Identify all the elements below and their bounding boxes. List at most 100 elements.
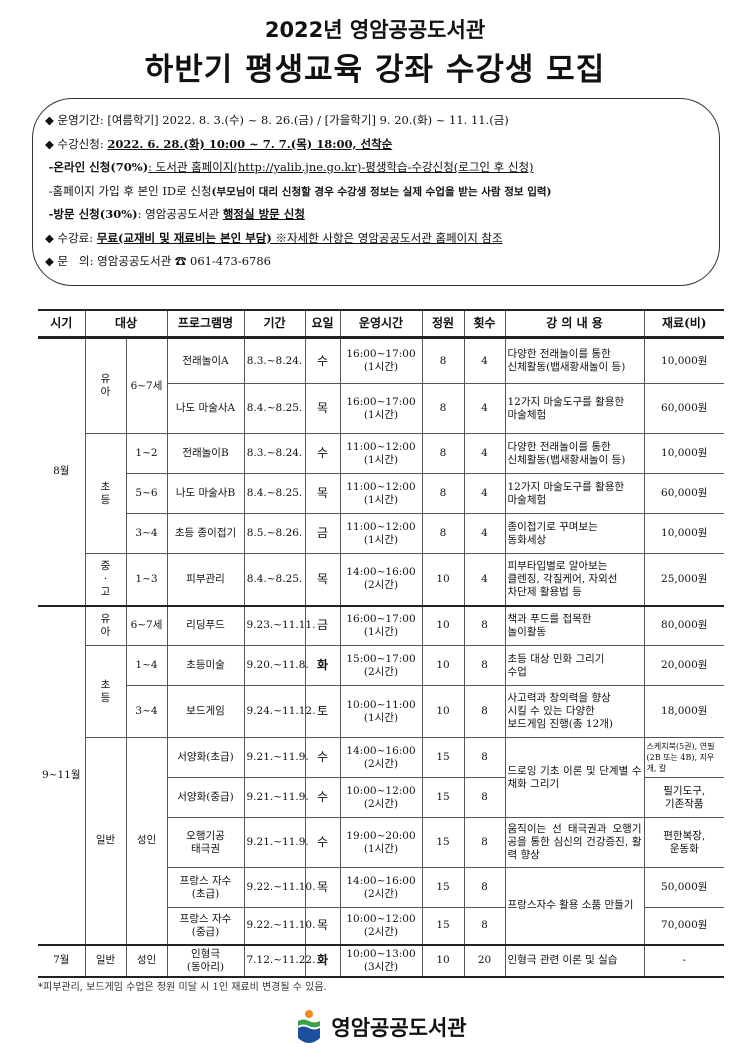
info-contact: ◆ 문 의: 영암공공도서관 ☎ 061-473-6786 — [45, 254, 271, 268]
target-seongin: 성인 — [125, 737, 168, 945]
grade-cell: 6~7세 — [125, 604, 168, 646]
time-cell: 16:00~17:00 (1시간) — [339, 604, 423, 646]
material-fee-cell: 필기도구, 기존작품 — [643, 777, 724, 818]
description-cell: 12가지 마술도구를 활용한 마술체험 — [504, 383, 645, 434]
capacity-cell: 10 — [421, 604, 465, 646]
sessions-cell: 8 — [463, 685, 506, 738]
program-name: 프랑스 자수 (중급) — [167, 907, 245, 945]
table-row: 9~11월 유 아 6~7세 리딩푸드 9.23.~11.11. 금 16:00~17:00… — [38, 604, 724, 945]
info-online: -온라인 신청(70%): 도서관 홈페이지(http://yalib.jne.… — [48, 160, 534, 174]
time-cell: 15:00~17:00 (2시간) — [339, 645, 423, 686]
info-period: ◆ 운영기간: [여름학기] 2022. 8. 3.(수) ~ 8. 26.(금… — [45, 113, 509, 127]
sessions-cell: 8 — [463, 737, 506, 778]
library-logo-text: 영암공공도서관 — [331, 1015, 467, 1040]
capacity-cell: 15 — [421, 777, 465, 818]
period-cell: 9.22.~11.10. — [243, 867, 315, 908]
description-cell: 책과 푸드를 접목한 놀이활동 — [504, 604, 645, 646]
period-cell: 8.3.~8.24. — [243, 337, 306, 384]
period-cell: 9.20.~11.8. — [243, 645, 309, 686]
capacity-cell: 15 — [421, 737, 465, 778]
sessions-cell: 4 — [463, 473, 506, 514]
program-name: 초등 종이접기 — [166, 513, 245, 554]
info-visit: -방문 신청(30%): 영암공공도서관 행정실 방문 신청 — [48, 207, 305, 221]
capacity-cell: 10 — [421, 553, 465, 606]
description-cell: 인형극 관련 이론 및 실습 — [504, 943, 645, 978]
material-fee-cell: 편한복장, 운동화 — [643, 817, 724, 868]
sessions-cell: 4 — [463, 513, 506, 554]
capacity-cell: 15 — [421, 817, 465, 868]
material-fee-cell: 10,000원 — [643, 513, 724, 554]
material-fee-cell: 10,000원 — [643, 433, 724, 474]
description-cell: 사고력과 창의력을 향상 시킬 수 있는 다양한 보드게임 진행(총 12개) — [504, 685, 645, 738]
grade-cell: 1~2 — [125, 433, 168, 474]
material-fee-cell: 25,000원 — [643, 553, 724, 606]
sessions-cell: 8 — [463, 645, 506, 686]
period-cell: 9.23.~11.11. — [243, 604, 315, 646]
table-row: 초 등 1~4 초등미술 9.20.~11.8. 화 15:00~17:00 (2시간) 1… — [38, 645, 724, 738]
weekday-cell: 수 — [304, 337, 341, 384]
material-fee-cell: 10,000원 — [643, 337, 724, 384]
weekday-cell: 목 — [304, 867, 341, 908]
capacity-cell: 8 — [421, 433, 465, 474]
period-cell: 8.4.~8.25. — [243, 473, 306, 514]
grade-cell: 6~7세 — [125, 337, 168, 434]
description-cell: 프랑스자수 활용 소품 만들기 — [504, 867, 645, 945]
target-ilban: 일반 — [84, 943, 127, 978]
capacity-cell: 10 — [421, 943, 465, 978]
weekday-cell: 수 — [304, 817, 341, 868]
time-cell: 10:00~13:00 (3시간) — [339, 943, 423, 978]
time-cell: 10:00~12:00 (2시간) — [339, 907, 423, 945]
weekday-cell: 목 — [304, 383, 341, 434]
capacity-cell: 15 — [421, 907, 465, 945]
table-row: 일반 성인 서양화(초급) 9.21.~11.9. 수 14:00~16:00 (2시간)… — [38, 737, 724, 945]
capacity-cell: 8 — [421, 473, 465, 514]
time-cell: 14:00~16:00 (2시간) — [339, 553, 423, 606]
description-cell: 12가지 마술도구를 활용한 마술체험 — [504, 473, 645, 514]
time-cell: 14:00~16:00 (2시간) — [339, 737, 423, 778]
time-cell: 16:00~17:00 (1시간) — [339, 383, 423, 434]
table-row: 3~4 보드게임 9.24.~11.12. 토 10:00~11:00 (1시간) 10 8… — [38, 685, 724, 738]
sessions-cell: 4 — [463, 553, 506, 606]
info-box: ◆ 운영기간: [여름학기] 2022. 8. 3.(수) ~ 8. 26.(금… — [32, 98, 720, 286]
time-cell: 19:00~20:00 (1시간) — [339, 817, 423, 868]
description-cell: 초등 대상 민화 그리기 수업 — [504, 645, 645, 686]
description-cell: 드로잉 기초 이론 및 단계별 수채화 그리기 — [504, 737, 645, 818]
table-header: 시기 대상 프로그램명 기간 요일 운영시간 정원 횟수 강 의 내 용 재료(… — [38, 309, 724, 339]
table-row: 8월 유 아 6~7세 전래놀이A 8.3.~8.24. 수 16:00~17:00 (1시… — [38, 337, 724, 606]
material-fee-cell: 80,000원 — [643, 604, 724, 646]
sessions-cell: 20 — [463, 943, 506, 978]
program-name: 전래놀이A — [166, 337, 245, 384]
weekday-cell: 화 — [304, 943, 341, 978]
period-cell: 9.21.~11.9. — [243, 737, 309, 778]
program-name: 보드게임 — [166, 685, 245, 738]
description-cell: 움직이는 선 태극권과 오행기공을 통한 심신의 건강증진, 활력 향상 — [504, 817, 645, 868]
material-fee-cell: 20,000원 — [643, 645, 724, 686]
target-ilban: 일반 — [85, 737, 127, 945]
period-cell: 8.3.~8.24. — [243, 433, 306, 474]
weekday-cell: 금 — [304, 513, 341, 554]
program-name: 피부관리 — [166, 553, 245, 606]
material-fee-cell: 18,000원 — [643, 685, 724, 738]
period-cell: 9.21.~11.9. — [243, 777, 309, 818]
table-row: 오행기공 태극권 9.21.~11.9. 수 19:00~20:00 (1시간) 15 8… — [38, 817, 724, 868]
table-row: 5~6 나도 마술사B 8.4.~8.25. 목 11:00~12:00 (1시간) 8 4… — [38, 473, 724, 514]
capacity-cell: 8 — [421, 383, 465, 434]
sessions-cell: 8 — [463, 817, 506, 868]
period-cell: 9.24.~11.12. — [243, 685, 315, 738]
sessions-cell: 4 — [463, 383, 506, 434]
table-row: 7월 일반 성인 인형극 (동아리) 7.12.~11.22. 화 10:00~13:00 … — [38, 943, 724, 978]
capacity-cell: 8 — [421, 513, 465, 554]
time-cell: 11:00~12:00 (1시간) — [339, 433, 423, 474]
material-fee-cell: 60,000원 — [643, 383, 724, 434]
program-name: 초등미술 — [166, 645, 245, 686]
description-cell: 다양한 전래놀이를 통한 신체활동(뱁새황새놀이 등) — [504, 433, 645, 474]
weekday-cell: 수 — [304, 737, 341, 778]
program-table: 시기 대상 프로그램명 기간 요일 운영시간 정원 횟수 강 의 내 용 재료(… — [38, 309, 724, 978]
info-apply: ◆ 수강신청: 2022. 6. 28.(화) 10:00 ~ 7. 7.(목)… — [45, 136, 393, 151]
material-fee-cell: 스케치북(5권), 연필(2B 또는 4B), 지우개, 칼 — [643, 737, 724, 778]
description-cell: 종이접기로 꾸며보는 동화세상 — [504, 513, 645, 554]
time-cell: 14:00~16:00 (2시간) — [339, 867, 423, 908]
table-row: 나도 마술사A 8.4.~8.25. 목 16:00~17:00 (1시간) 8 4 12가… — [38, 383, 724, 434]
homepage-link[interactable]: : 도서관 홈페이지(http://yalib.jne.go.kr)-평생학습-… — [148, 160, 534, 174]
sessions-cell: 4 — [463, 433, 506, 474]
